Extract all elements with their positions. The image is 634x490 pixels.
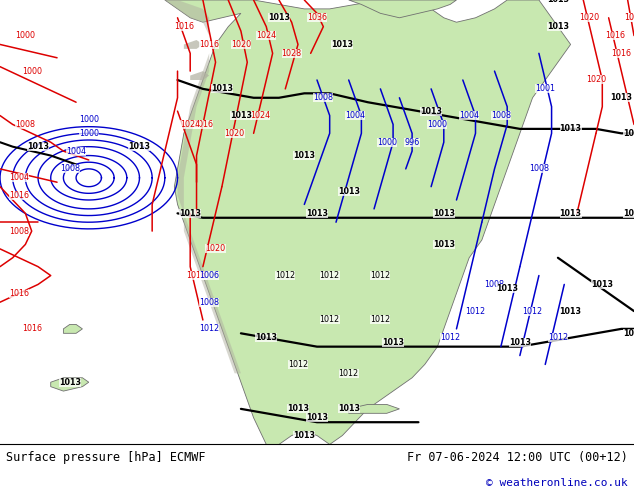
Text: 1013: 1013 [509,338,531,347]
Text: 1013: 1013 [129,142,150,151]
Text: 1016: 1016 [611,49,631,58]
Text: 1008: 1008 [199,298,219,307]
Text: 1024: 1024 [180,120,200,129]
Text: 1004: 1004 [459,111,479,120]
Text: 1012: 1012 [275,271,295,280]
Text: Surface pressure [hPa] ECMWF: Surface pressure [hPa] ECMWF [6,451,206,464]
Text: 1036: 1036 [307,13,327,22]
Text: 1013: 1013 [256,333,277,343]
Text: 1016: 1016 [605,31,625,40]
Text: 1012: 1012 [370,271,391,280]
Text: 1024: 1024 [250,111,270,120]
Text: 1013: 1013 [294,431,315,440]
Text: 1013: 1013 [338,187,359,196]
Text: 1001: 1001 [535,84,555,94]
Text: 1020: 1020 [586,75,606,84]
Text: 1013: 1013 [59,378,81,387]
Polygon shape [190,71,209,80]
Text: 1012: 1012 [320,316,340,324]
Text: 1028: 1028 [281,49,302,58]
Text: 1016: 1016 [199,40,219,49]
Text: 1012: 1012 [440,333,460,343]
Text: 1013: 1013 [179,209,201,218]
Polygon shape [349,0,456,18]
Text: 1013: 1013 [560,124,581,133]
Text: 1013: 1013 [547,22,569,31]
Text: 996: 996 [404,138,420,147]
Text: 1004: 1004 [9,173,29,182]
Text: 1013: 1013 [306,413,328,422]
Text: 1013: 1013 [547,0,569,4]
Polygon shape [184,40,203,49]
Text: Fr 07-06-2024 12:00 UTC (00+12): Fr 07-06-2024 12:00 UTC (00+12) [407,451,628,464]
Text: 1020: 1020 [231,40,251,49]
Text: 1000: 1000 [377,138,397,147]
Text: 1016: 1016 [9,289,29,298]
Text: 1012: 1012 [522,307,543,316]
Text: 1000: 1000 [15,31,36,40]
Text: 1012: 1012 [339,369,359,378]
Text: 1016: 1016 [193,120,213,129]
Text: 1016: 1016 [22,324,42,333]
Text: 1012: 1012 [465,307,486,316]
Text: 1013: 1013 [496,284,518,294]
Text: 1013: 1013 [294,151,315,160]
Text: 1013: 1013 [623,329,634,338]
Polygon shape [165,0,241,373]
Text: 1013: 1013 [211,84,233,94]
Text: 1013: 1013 [332,40,353,49]
Text: 1012: 1012 [548,333,568,343]
Text: 1013: 1013 [623,209,634,218]
Text: 1008: 1008 [313,93,333,102]
Text: 1008: 1008 [60,164,80,173]
Text: 1012: 1012 [370,316,391,324]
Text: 1008: 1008 [9,226,29,236]
Text: 1013: 1013 [560,209,581,218]
Text: 1000: 1000 [79,129,99,138]
Polygon shape [51,378,89,391]
Text: 1020: 1020 [224,129,245,138]
Text: 1013: 1013 [287,404,309,414]
Text: 1013: 1013 [433,209,455,218]
Text: 1012: 1012 [288,360,308,369]
Text: 1012: 1012 [199,324,219,333]
Text: 1013: 1013 [27,142,49,151]
Text: 1020: 1020 [579,13,600,22]
Polygon shape [349,404,399,414]
Text: 1016: 1016 [186,271,207,280]
Text: 1016: 1016 [9,191,29,200]
Text: 1008: 1008 [529,164,549,173]
Text: 1013: 1013 [306,209,328,218]
Text: 1024: 1024 [256,31,276,40]
Text: 1013: 1013 [230,111,252,120]
Text: 1000: 1000 [427,120,448,129]
Polygon shape [63,324,82,333]
Text: 1020: 1020 [205,245,226,253]
Text: 1016: 1016 [174,22,194,31]
Text: 1008: 1008 [15,120,36,129]
Text: 1008: 1008 [484,280,505,289]
Text: 1004: 1004 [345,111,365,120]
Text: 1008: 1008 [624,13,634,22]
Text: 1008: 1008 [491,111,511,120]
Text: 1013: 1013 [433,240,455,249]
Text: 1006: 1006 [199,271,219,280]
Text: 1013: 1013 [592,280,613,289]
Text: 1013: 1013 [560,307,581,316]
Text: 1013: 1013 [623,129,634,138]
Text: 1008: 1008 [624,13,634,22]
Text: 1004: 1004 [66,147,86,156]
Text: 1000: 1000 [22,67,42,75]
Text: 1000: 1000 [79,116,99,124]
Polygon shape [165,0,571,444]
Text: 1013: 1013 [382,338,404,347]
Text: 1013: 1013 [268,13,290,22]
Text: 1013: 1013 [338,404,359,414]
Text: 1013: 1013 [420,107,442,116]
Text: 1013: 1013 [611,93,632,102]
Text: 1012: 1012 [320,271,340,280]
Text: © weatheronline.co.uk: © weatheronline.co.uk [486,478,628,488]
